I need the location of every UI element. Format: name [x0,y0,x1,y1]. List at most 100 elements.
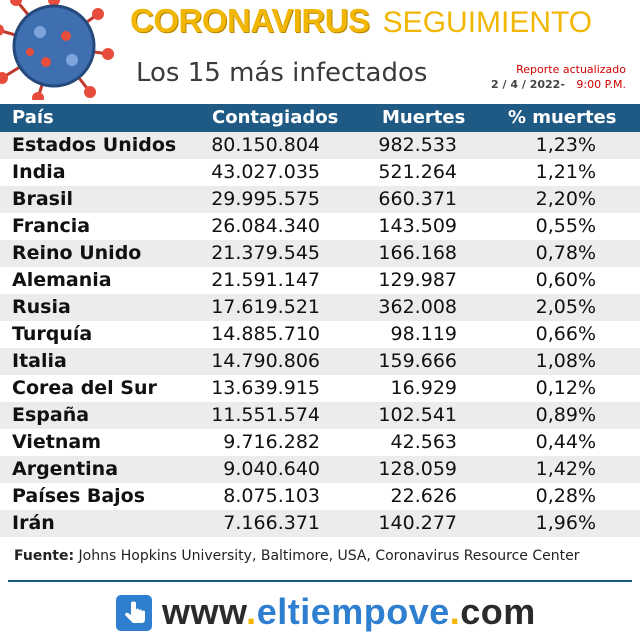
cases-cell: 9.040.640 [223,458,320,480]
cases-cell: 29.995.575 [211,188,320,210]
hand-pointer-icon [116,595,152,631]
country-cell: Corea del Sur [12,377,157,399]
cases-cell: 14.790.806 [211,350,320,372]
pct-cell: 0,28% [535,485,596,507]
table-row: Países Bajos 8.075.103 22.626 0,28% [0,483,640,510]
website: www.eltiempove.com [0,585,640,640]
source: Fuente: Johns Hopkins University, Baltim… [0,548,640,578]
deaths-cell: 128.059 [378,458,457,480]
deaths-cell: 660.371 [378,188,457,210]
table-row: India 43.027.035 521.264 1,21% [0,159,640,186]
country-cell: Reino Unido [12,242,142,264]
table-header: País Contagiados Muertes % muertes [0,104,640,132]
table-row: Rusia 17.619.521 362.008 2,05% [0,294,640,321]
cases-cell: 7.166.371 [223,512,320,534]
deaths-cell: 166.168 [378,242,457,264]
cases-cell: 80.150.804 [211,134,320,156]
report-time: 9:00 P.M. [576,78,626,91]
pct-cell: 1,21% [535,161,596,183]
country-cell: Rusia [12,296,71,318]
url-dot-2: . [449,591,461,632]
deaths-cell: 362.008 [378,296,457,318]
country-cell: España [12,404,90,426]
country-cell: Estados Unidos [12,134,177,156]
table-row: Alemania 21.591.147 129.987 0,60% [0,267,640,294]
table-row: Corea del Sur 13.639.915 16.929 0,12% [0,375,640,402]
report-info: Reporte actualizado 2 / 4 / 2022- 9:00 P… [491,62,626,92]
header-cases: Contagiados [212,107,339,128]
table-body: Estados Unidos 80.150.804 982.533 1,23% Indi… [0,132,640,537]
deaths-cell: 521.264 [378,161,457,183]
subtitle: Los 15 más infectados [136,58,428,88]
table-row: Estados Unidos 80.150.804 982.533 1,23% [0,132,640,159]
url-suffix: com [460,591,536,632]
deaths-cell: 159.666 [378,350,457,372]
cases-cell: 17.619.521 [211,296,320,318]
pct-cell: 1,08% [535,350,596,372]
title: CORONAVIRUS SEGUIMIENTO [130,2,592,40]
header-pct: % muertes [508,107,617,128]
infections-table: País Contagiados Muertes % muertes Estad… [0,104,640,537]
deaths-cell: 16.929 [390,377,457,399]
report-label: Reporte actualizado [516,63,626,76]
pct-cell: 0,55% [535,215,596,237]
country-cell: Alemania [12,269,112,291]
cases-cell: 21.379.545 [211,242,320,264]
pct-cell: 0,60% [535,269,596,291]
report-date: 2 / 4 / 2022- [491,78,565,91]
table-row: Reino Unido 21.379.545 166.168 0,78% [0,240,640,267]
deaths-cell: 140.277 [378,512,457,534]
deaths-cell: 22.626 [390,485,457,507]
deaths-cell: 42.563 [390,431,457,453]
divider [8,580,632,582]
country-cell: Irán [12,512,55,534]
source-label: Fuente: [14,548,75,564]
pct-cell: 0,78% [535,242,596,264]
deaths-cell: 129.987 [378,269,457,291]
deaths-cell: 98.119 [390,323,457,345]
country-cell: Francia [12,215,91,237]
pct-cell: 0,66% [535,323,596,345]
website-url[interactable]: www.eltiempove.com [162,591,536,633]
table-row: Brasil 29.995.575 660.371 2,20% [0,186,640,213]
pct-cell: 1,42% [535,458,596,480]
pct-cell: 2,20% [535,188,596,210]
pct-cell: 0,12% [535,377,596,399]
source-text: Johns Hopkins University, Baltimore, USA… [78,548,580,564]
table-row: Turquía 14.885.710 98.119 0,66% [0,321,640,348]
country-cell: Italia [12,350,67,372]
table-row: España 11.551.574 102.541 0,89% [0,402,640,429]
cases-cell: 14.885.710 [211,323,320,345]
cases-cell: 43.027.035 [211,161,320,183]
deaths-cell: 143.509 [378,215,457,237]
url-brand: eltiempove [256,591,450,632]
header-deaths: Muertes [382,107,466,128]
table-row: Argentina 9.040.640 128.059 1,42% [0,456,640,483]
deaths-cell: 982.533 [378,134,457,156]
report-datetime: 2 / 4 / 2022- 9:00 P.M. [491,77,626,92]
title-sub: SEGUIMIENTO [382,6,593,39]
url-dot-1: . [246,591,257,632]
country-cell: Argentina [12,458,119,480]
header: CORONAVIRUS SEGUIMIENTO Los 15 más infec… [0,0,640,100]
country-cell: Turquía [12,323,93,345]
cases-cell: 26.084.340 [211,215,320,237]
cases-cell: 11.551.574 [211,404,320,426]
cases-cell: 9.716.282 [223,431,320,453]
country-cell: Vietnam [12,431,101,453]
country-cell: Países Bajos [12,485,146,507]
country-cell: India [12,161,66,183]
coronavirus-icon [0,0,114,100]
cases-cell: 21.591.147 [211,269,320,291]
header-country: País [12,107,54,128]
pct-cell: 0,89% [535,404,596,426]
title-main: CORONAVIRUS [130,2,370,39]
cases-cell: 8.075.103 [223,485,320,507]
table-row: Irán 7.166.371 140.277 1,96% [0,510,640,537]
url-prefix: www [162,591,247,632]
country-cell: Brasil [12,188,74,210]
pct-cell: 1,23% [535,134,596,156]
table-row: Vietnam 9.716.282 42.563 0,44% [0,429,640,456]
cases-cell: 13.639.915 [211,377,320,399]
table-row: Francia 26.084.340 143.509 0,55% [0,213,640,240]
